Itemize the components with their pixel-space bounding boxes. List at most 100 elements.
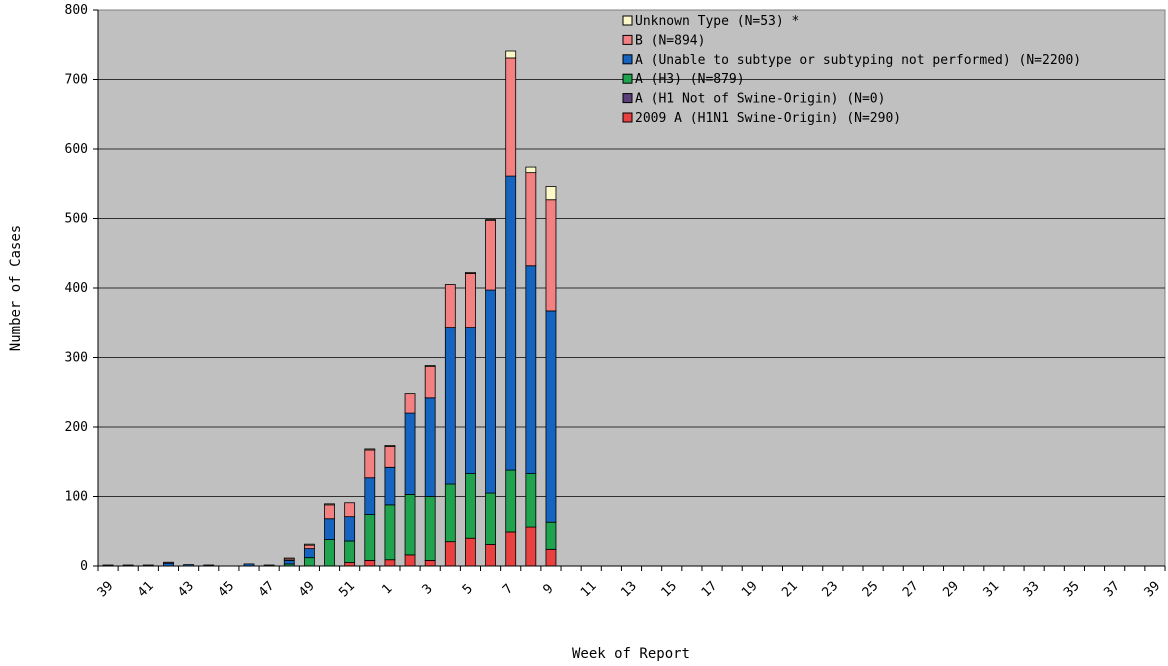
bar-segment	[525, 166, 537, 174]
bar-segment	[505, 469, 517, 533]
y-tick-label: 700	[65, 73, 88, 88]
bar-segment	[424, 365, 436, 367]
legend-swatch	[622, 73, 633, 84]
legend-label: Unknown Type (N=53) *	[635, 14, 799, 29]
legend-label: A (Unable to subtype or subtyping not pe…	[635, 53, 1081, 68]
x-tick-label: 15	[658, 579, 680, 601]
bar-segment	[404, 494, 416, 556]
x-tick-label: 7	[500, 581, 516, 597]
y-tick-label: 200	[65, 420, 88, 435]
bar-segment	[465, 537, 476, 567]
bar-segment	[384, 446, 396, 468]
bar-segment	[283, 560, 295, 565]
legend-swatch	[622, 34, 633, 45]
x-tick-label: 25	[860, 579, 882, 601]
x-tick-label: 11	[578, 579, 600, 601]
x-tick-label: 49	[296, 579, 318, 601]
x-tick-label: 29	[940, 579, 962, 601]
bar-segment	[545, 521, 557, 550]
y-tick-label: 300	[65, 351, 88, 366]
bar-segment	[525, 526, 537, 567]
x-tick-label: 31	[981, 579, 1003, 601]
bar-segment	[303, 543, 315, 546]
bar-segment	[364, 514, 376, 561]
x-tick-label: 35	[1061, 579, 1083, 601]
bar-segment	[485, 544, 496, 567]
bar-segment	[424, 397, 436, 497]
bar-segment	[404, 412, 416, 495]
bar-segment	[525, 265, 537, 474]
bars	[102, 50, 557, 567]
bar-segment	[364, 449, 376, 479]
legend-swatch	[622, 15, 633, 26]
x-tick-label: 23	[820, 579, 842, 601]
bar-segment	[505, 50, 517, 59]
bar-segment	[465, 273, 476, 329]
bar-segment	[485, 289, 496, 494]
bar-segment	[485, 220, 496, 291]
bar-segment	[384, 559, 396, 567]
bar-segment	[465, 272, 476, 274]
x-tick-label: 9	[540, 581, 556, 597]
bar-segment	[324, 518, 335, 540]
bar-segment	[384, 445, 396, 447]
bar-segment	[465, 473, 476, 539]
bar-segment	[384, 466, 396, 506]
x-tick-label: 13	[618, 579, 640, 601]
x-axis-title: Week of Report	[572, 646, 690, 662]
x-tick-label: 21	[779, 579, 801, 601]
x-tick-label: 5	[460, 581, 476, 597]
bar-segment	[525, 473, 537, 528]
bar-segment	[505, 175, 517, 471]
x-tick-label: 41	[135, 579, 157, 601]
y-tick-label: 800	[65, 3, 88, 18]
bar-segment	[324, 504, 335, 520]
bar-segment	[163, 561, 174, 564]
y-tick-label: 100	[65, 490, 88, 505]
bar-segment	[545, 199, 557, 312]
bar-segment	[303, 548, 315, 559]
bar-segment	[364, 448, 376, 451]
bar-segment	[303, 544, 315, 550]
bar-segment	[444, 483, 456, 543]
bar-segment	[344, 540, 356, 563]
legend-swatch	[622, 54, 633, 65]
x-tick-label: 27	[900, 579, 922, 601]
gridlines	[98, 79, 1165, 497]
bar-segment	[364, 560, 376, 567]
bar-segment	[344, 516, 356, 542]
bar-segment	[485, 219, 496, 221]
y-tick-label: 400	[65, 281, 88, 296]
bar-segment	[404, 554, 416, 567]
y-tick-label: 500	[65, 212, 88, 227]
bar-segment	[505, 57, 517, 177]
legend-swatch	[622, 112, 633, 123]
legend-label: A (H1 Not of Swine-Origin) (N=0)	[635, 92, 885, 107]
bar-segment	[303, 557, 315, 567]
x-tick-label: 33	[1021, 579, 1043, 601]
x-tick-label: 51	[336, 579, 358, 601]
x-tick-label: 37	[1101, 579, 1123, 601]
bar-segment	[485, 492, 496, 545]
x-tick-label: 17	[699, 579, 721, 601]
bar-segment	[424, 366, 436, 399]
bar-segment	[545, 548, 557, 567]
bar-segment	[424, 560, 436, 567]
x-tick-label: 1	[379, 581, 395, 597]
bar-segment	[344, 502, 356, 518]
bar-segment	[424, 496, 436, 561]
bar-segment	[505, 531, 517, 567]
bar-segment	[283, 557, 295, 560]
bar-segment	[324, 503, 335, 506]
x-tick-label: 39	[1142, 579, 1164, 601]
y-axis-title: Number of Cases	[8, 225, 24, 351]
x-tick-label: 43	[175, 579, 197, 601]
bar-segment	[465, 327, 476, 474]
y-tick-label: 0	[80, 559, 88, 574]
bar-segment	[525, 172, 537, 267]
bar-segment	[545, 310, 557, 523]
legend: Unknown Type (N=53) * B (N=894) A (Unable …	[622, 14, 1081, 126]
bar-segment	[444, 327, 456, 485]
legend-label: A (H3) (N=879)	[635, 72, 745, 87]
